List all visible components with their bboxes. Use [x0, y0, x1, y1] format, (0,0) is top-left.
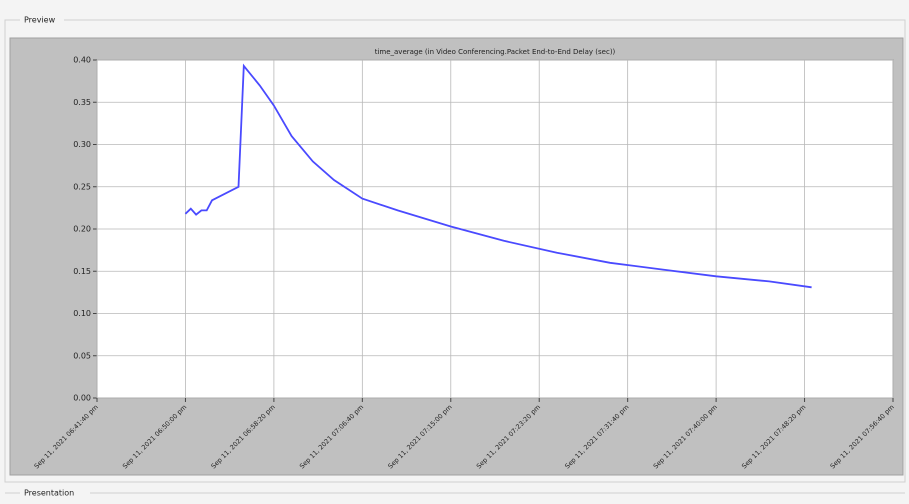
y-tick-label: 0.15: [73, 267, 91, 276]
y-tick-label: 0.05: [73, 351, 91, 360]
y-tick-label: 0.10: [73, 309, 91, 318]
preview-label-bg: [20, 14, 64, 26]
y-tick-label: 0.30: [73, 140, 91, 149]
chart-title: time_average (in Video Conferencing.Pack…: [375, 48, 616, 56]
y-tick-label: 0.40: [73, 56, 91, 65]
y-tick-label: 0.00: [73, 394, 91, 403]
data-line: [184, 63, 812, 289]
preview-label: Preview: [24, 16, 56, 25]
y-tick-label: 0.25: [73, 182, 91, 191]
presentation-label: Presentation: [24, 489, 74, 498]
y-tick-label: 0.20: [73, 225, 91, 234]
presentation-label-bg: [20, 487, 90, 499]
y-tick-label: 0.35: [73, 98, 91, 107]
preview-group: [4, 19, 906, 483]
